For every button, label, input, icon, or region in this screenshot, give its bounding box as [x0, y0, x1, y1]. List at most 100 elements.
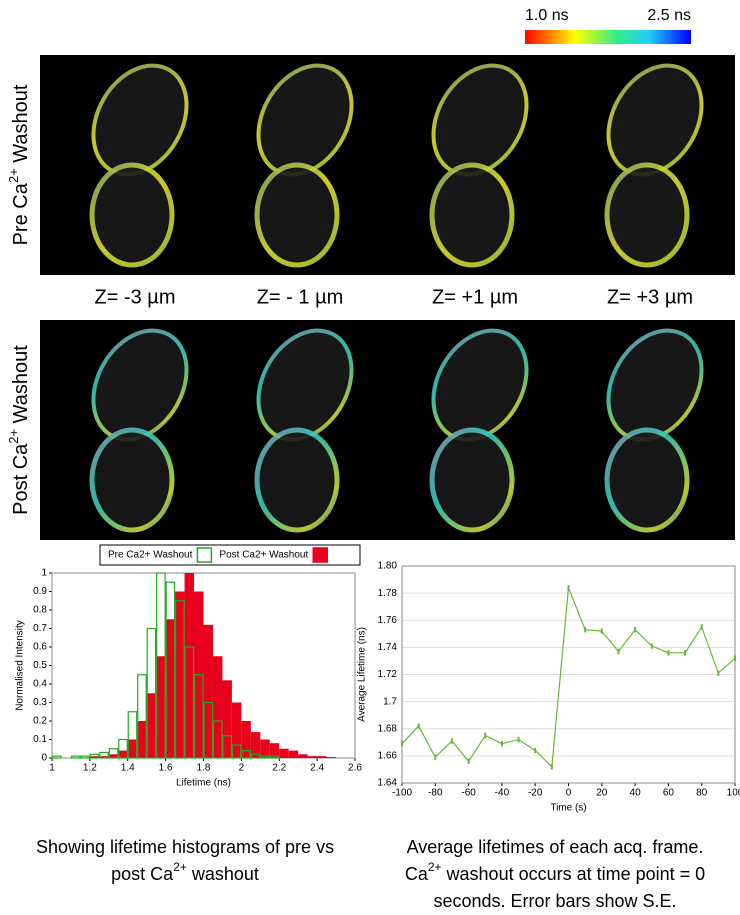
colorbar-max: 2.5 ns [647, 7, 691, 24]
colorbar [525, 30, 691, 44]
y-tick-label: 0.4 [33, 679, 47, 690]
x-tick-label: -100 [392, 788, 412, 799]
caption: post Ca2+ washout [111, 860, 259, 884]
bar [89, 756, 100, 758]
bar [99, 756, 109, 758]
colorbar-min: 1.0 ns [525, 7, 569, 24]
y-tick-label: 0.9 [33, 586, 47, 597]
bar [250, 753, 261, 759]
y-tick-label: 1.76 [378, 615, 398, 626]
y-tick-label: 1.78 [378, 588, 398, 599]
bar [241, 749, 251, 759]
bar [146, 627, 157, 759]
bar [260, 739, 270, 758]
bar [269, 743, 280, 758]
y-tick-label: 1.7 [383, 696, 397, 707]
x-tick-label: 2 [239, 763, 245, 774]
bar [70, 755, 81, 759]
bar [146, 693, 157, 758]
bar [156, 572, 166, 759]
x-tick-label: -40 [495, 788, 510, 799]
x-tick-label: 80 [696, 788, 708, 799]
y-tick-label: 1.74 [378, 642, 398, 653]
x-axis-label: Time (s) [550, 803, 586, 814]
x-tick-label: 40 [630, 788, 642, 799]
y-axis-label: Average Lifetime (ns) [357, 627, 368, 722]
bar [279, 748, 289, 758]
legend-label: Post Ca2+ Washout [219, 550, 308, 561]
bar [127, 711, 138, 759]
y-tick-label: 0.6 [33, 642, 47, 653]
y-tick-label: 1.72 [378, 669, 398, 680]
bar [222, 680, 232, 758]
y-tick-label: 0.1 [33, 734, 47, 745]
bar [89, 753, 100, 759]
bar [175, 591, 185, 758]
x-tick-label: 2.4 [310, 763, 324, 774]
x-tick-label: 20 [596, 788, 608, 799]
cell [429, 427, 515, 533]
bar [99, 751, 109, 759]
y-tick-label: 0.2 [33, 716, 47, 727]
x-tick-label: 2.2 [272, 763, 286, 774]
bar [203, 701, 214, 759]
bar [51, 755, 62, 759]
bar [184, 573, 195, 758]
cell [254, 427, 340, 533]
x-tick-label: 1.8 [197, 763, 211, 774]
caption: Showing lifetime histograms of pre vs [36, 837, 334, 857]
z-label: Z= +3 µm [607, 286, 693, 308]
legend-swatch [196, 547, 213, 563]
bar [326, 757, 337, 758]
cell [254, 162, 340, 268]
bar [298, 754, 308, 758]
caption: seconds. Error bars show S.E. [433, 891, 676, 911]
bar [307, 756, 318, 758]
bar [260, 755, 270, 759]
bar [231, 744, 242, 759]
legend-box [99, 544, 361, 566]
bar [137, 721, 147, 758]
bar [127, 739, 138, 758]
z-label: Z= - 1 µm [257, 286, 344, 308]
x-tick-label: 60 [663, 788, 675, 799]
y-tick-label: 1.80 [378, 561, 398, 572]
bar [108, 754, 119, 758]
bar [317, 756, 327, 758]
bar [212, 720, 223, 759]
bar [184, 646, 195, 759]
y-tick-label: 0.8 [33, 605, 47, 616]
y-axis-label: Normalised Intensity [15, 620, 26, 711]
cells [89, 63, 704, 533]
bar [269, 755, 280, 759]
cell [429, 162, 515, 268]
bar [137, 674, 147, 759]
bar [165, 581, 176, 759]
cell [604, 427, 690, 533]
x-tick-label: 1.2 [83, 763, 97, 774]
y-tick-label: 1.64 [378, 778, 398, 789]
x-tick-label: 100 [727, 788, 740, 799]
x-axis-label: Lifetime (ns) [176, 778, 231, 789]
x-tick-label: 0 [566, 788, 572, 799]
caption: Ca2+ washout occurs at time point = 0 [405, 860, 705, 884]
row-label: Post Ca2+ Washout [6, 345, 32, 515]
bar [222, 735, 233, 759]
bar [193, 674, 204, 759]
bar [80, 755, 90, 759]
bar [156, 656, 166, 758]
cell [604, 162, 690, 268]
bar [288, 750, 299, 758]
z-label: Z= +1 µm [432, 286, 518, 308]
bar [118, 750, 128, 758]
legend-label: Pre Ca2+ Washout [108, 550, 193, 561]
y-tick-label: 1 [41, 568, 47, 579]
y-tick-label: 1.66 [378, 751, 398, 762]
bar [250, 732, 261, 758]
bar [212, 656, 223, 758]
z-label: Z= -3 µm [95, 286, 176, 308]
cell [89, 427, 175, 533]
x-tick-label: -60 [461, 788, 476, 799]
x-tick-label: 2.6 [348, 763, 362, 774]
y-tick-label: 0.5 [33, 660, 47, 671]
